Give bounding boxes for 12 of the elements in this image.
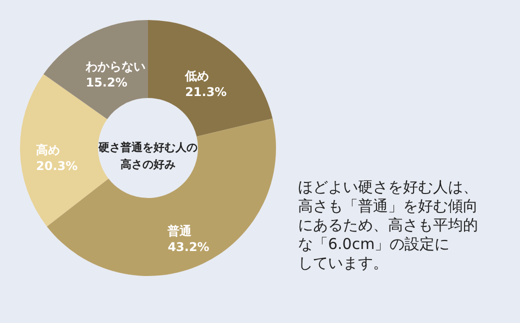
donut-slice xyxy=(148,20,273,136)
slice-label: 普通 xyxy=(166,224,193,238)
slice-label: わからない xyxy=(84,59,146,74)
data-label: 43.2% xyxy=(168,240,210,254)
data-label: 21.3% xyxy=(185,84,227,99)
slice-label: 低め xyxy=(184,68,210,83)
slice-label: 高め xyxy=(36,143,60,158)
text: ほどよい硬さを好む人は、高さも「普通」を好む傾向にあるため、高さも平均的な「6.0cm」の設定にしています。 xyxy=(298,178,478,272)
data-label: 15.2% xyxy=(86,75,128,90)
donut-slice xyxy=(44,20,148,120)
text: 硬さ普通を好む人の高さの好み xyxy=(98,141,198,171)
data-label: 20.3% xyxy=(36,159,78,174)
